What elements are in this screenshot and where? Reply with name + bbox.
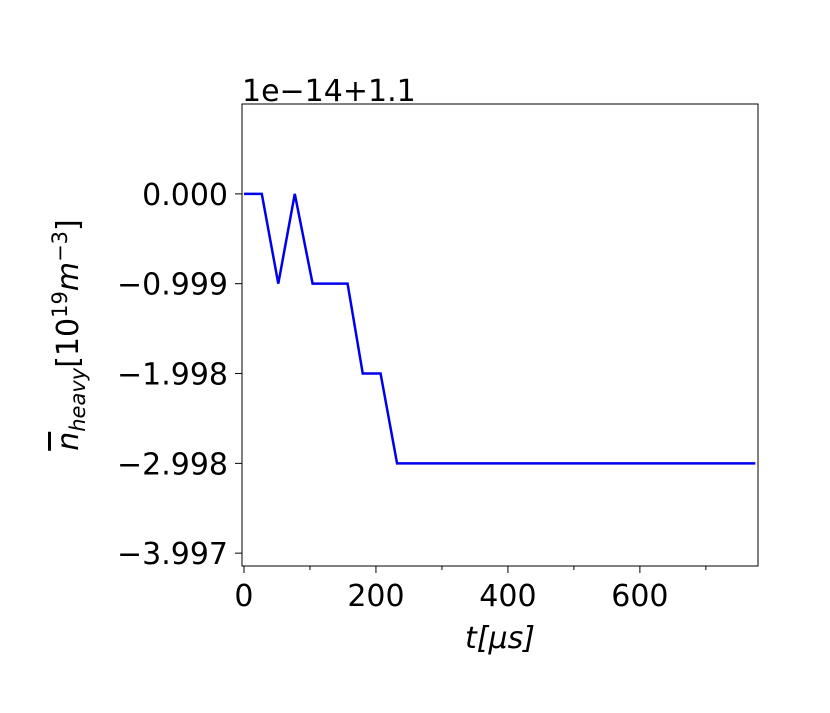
y-label-part: ] [51,219,86,231]
y-tick-label: −2.998 [117,447,228,482]
x-tick-label: 400 [479,579,536,614]
x-axis-label: t[μs] [465,621,535,656]
y-label-part: −3 [48,231,72,262]
data-line [243,192,756,465]
y-tick-label: −3.997 [117,537,228,572]
offset-text: 1e−14+1.1 [242,74,416,109]
y-label-part: m [51,262,86,291]
y-label-part: n [51,432,86,451]
x-tick-label: 0 [234,579,253,614]
y-label-part: [10 [51,318,86,368]
x-tick-label: 200 [347,579,404,614]
plot-frame [241,103,759,567]
y-tick-label: −0.999 [117,268,228,303]
y-label-part: heavy [66,367,90,432]
y-tick-label: −1.998 [117,357,228,392]
y-axis-label: nheavy[1019m−3] [48,219,90,451]
x-tick-label: 600 [611,579,668,614]
y-tick-label: 0.000 [142,178,228,213]
y-label-part: 19 [48,291,72,318]
